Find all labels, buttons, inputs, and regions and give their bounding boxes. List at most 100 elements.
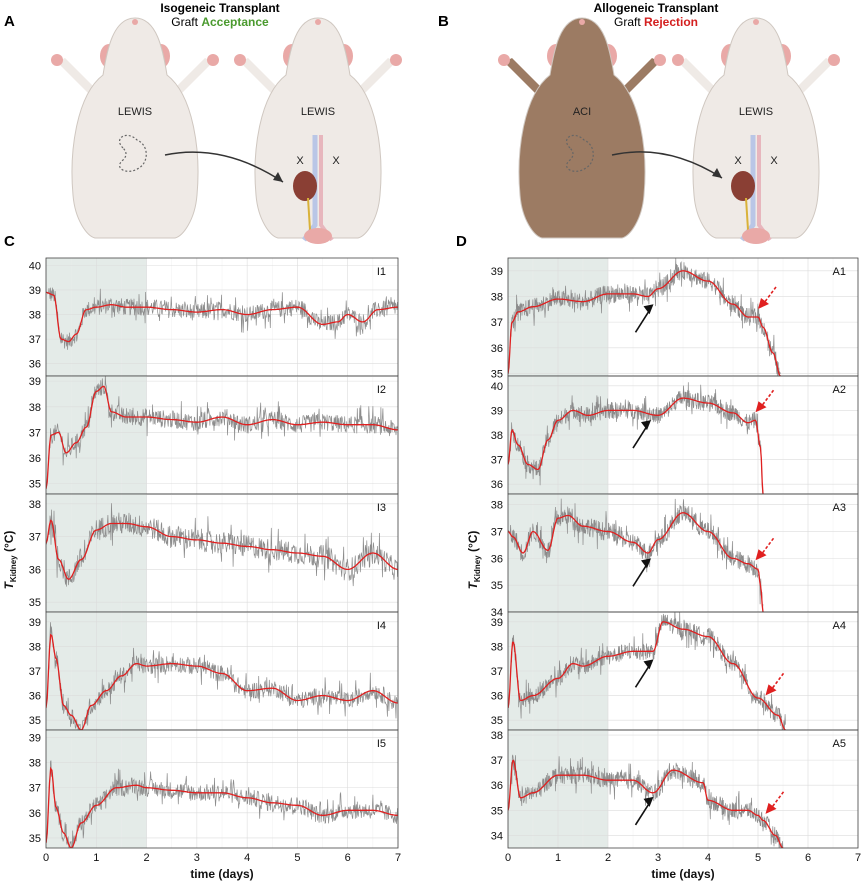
panel-letter-b: B <box>438 13 449 30</box>
subplot-label-i3: I3 <box>377 502 386 514</box>
rat-a-recipient-body <box>254 17 382 239</box>
panel-b-subtitle-highlight: Rejection <box>644 15 698 29</box>
rat-a-recipient-kidney <box>293 171 317 201</box>
rat-a-donor-kidney-outline <box>118 134 147 172</box>
rat-b-recipient-paw-left <box>672 54 684 66</box>
rat-b-recipient-x-mark-left: X <box>734 155 742 167</box>
rat-b-recipient-body <box>692 17 820 239</box>
y-tick-label: 35 <box>29 479 41 491</box>
black-arrow <box>634 664 651 688</box>
y-tick-label: 37 <box>491 317 503 329</box>
rat-b-donor-kidney-outline <box>565 134 594 172</box>
rat-b-recipient-arm-right <box>796 58 834 95</box>
black-arrow-head <box>643 659 654 670</box>
x-axis-d: 0 1 2 3 4 5 6 7 <box>505 852 861 864</box>
rat-a-recipient-ureter <box>307 197 311 231</box>
subplot-a5: 34 35 36 37 38 A5 <box>491 729 859 849</box>
rat-b-recipient-strain-label: LEWIS <box>739 106 773 118</box>
series-raw-a1 <box>508 258 781 376</box>
xlabel-c: time (days) <box>190 867 253 881</box>
subplot-frame <box>507 729 859 849</box>
subplot-a4: 35 36 37 38 39 A4 <box>491 611 859 731</box>
rat-b-donor-arm-left <box>504 58 542 95</box>
black-arrow <box>632 425 648 449</box>
series-raw-i4 <box>46 622 398 730</box>
subplot-i1: 36 37 38 39 40 I1 <box>29 257 399 377</box>
y-tick-label: 36 <box>491 553 503 565</box>
rat-b-recipient-nose <box>753 19 759 25</box>
y-tick-label: 39 <box>29 285 41 297</box>
red-arrow <box>770 791 785 809</box>
subplot-label-i4: I4 <box>377 620 386 632</box>
y-tick-label: 37 <box>491 527 503 539</box>
y-tick-label: 38 <box>29 499 41 511</box>
panel-b-title: Allogeneic Transplant <box>594 1 719 15</box>
y-tick-label: 39 <box>29 376 41 388</box>
red-arrow-head <box>765 684 777 696</box>
rat-a-recipient-arm-left <box>240 58 278 95</box>
y-tick-label: 37 <box>29 427 41 439</box>
panel-b-subtitle-prefix: Graft <box>614 15 644 29</box>
transplant-arrow-a-head <box>273 172 283 182</box>
xlabel-d: time (days) <box>651 867 714 881</box>
transplant-arrow-b <box>611 151 723 179</box>
series-fit-i1 <box>46 291 398 343</box>
panel-a-subtitle-prefix: Graft <box>171 15 201 29</box>
y-tick-label: 36 <box>29 564 41 576</box>
series-raw-i3 <box>46 503 398 587</box>
x-tick-label: 2 <box>605 852 611 864</box>
series-fit-i4 <box>46 633 398 730</box>
y-tick-label: 37 <box>491 755 503 767</box>
rat-a-donor-body <box>71 17 199 239</box>
y-tick-label: 38 <box>29 641 41 653</box>
y-tick-label: 35 <box>29 833 41 845</box>
rat-b-donor-body <box>518 17 646 239</box>
panel-letter-d: D <box>456 233 467 250</box>
series-fit-a2 <box>508 397 764 494</box>
red-arrow <box>760 389 775 407</box>
rat-a-donor-arm-right <box>175 58 213 95</box>
subplot-label-a4: A4 <box>833 620 846 632</box>
rat-b-donor-nose <box>579 19 585 25</box>
y-tick-label: 40 <box>491 381 503 393</box>
rat-a-recipient-strain-label: LEWIS <box>301 106 335 118</box>
x-tick-label: 6 <box>345 852 351 864</box>
series-raw-a2 <box>508 382 764 493</box>
x-tick-label: 2 <box>144 852 150 864</box>
series-fit-a5 <box>508 759 784 848</box>
series-fit-a3 <box>508 512 764 612</box>
rat-a-recipient-x-mark-right: X <box>332 155 340 167</box>
y-tick-label: 35 <box>491 580 503 592</box>
y-tick-label: 35 <box>491 368 503 380</box>
y-tick-label: 35 <box>29 715 41 727</box>
red-arrow-head <box>758 298 769 309</box>
rat-a-recipient-bladder <box>304 228 332 244</box>
y-tick-label: 37 <box>29 334 41 346</box>
x-tick-label: 5 <box>294 852 300 864</box>
rat-a-recipient-paw-left <box>234 54 246 66</box>
subplot-i4: 35 36 37 38 39 I4 <box>29 611 399 731</box>
x-tick-label: 6 <box>805 852 811 864</box>
y-tick-label: 38 <box>29 402 41 414</box>
y-tick-label: 34 <box>491 607 503 619</box>
y-tick-label: 38 <box>491 500 503 512</box>
x-tick-label: 3 <box>194 852 200 864</box>
red-arrow <box>763 286 777 304</box>
x-axis-c: 0 1 2 3 4 5 6 7 <box>43 852 401 864</box>
panel-letter-c: C <box>4 233 15 250</box>
subplot-label-i1: I1 <box>377 266 386 278</box>
rat-b-recipient-ureter <box>745 197 749 231</box>
rat-b-donor-paw-left <box>498 54 510 66</box>
panel-letter-a: A <box>4 13 15 30</box>
rat-a-recipient-paw-right <box>390 54 402 66</box>
y-tick-label: 36 <box>29 808 41 820</box>
y-tick-label: 37 <box>29 666 41 678</box>
rat-a-donor-strain-label: LEWIS <box>118 106 152 118</box>
series-raw-i2 <box>46 376 398 489</box>
y-tick-label: 35 <box>491 715 503 727</box>
subplot-i5: 35 36 37 38 39 I5 <box>29 729 399 849</box>
y-tick-label: 36 <box>491 479 503 491</box>
y-tick-label: 37 <box>29 532 41 544</box>
rat-b-donor-paw-right <box>654 54 666 66</box>
